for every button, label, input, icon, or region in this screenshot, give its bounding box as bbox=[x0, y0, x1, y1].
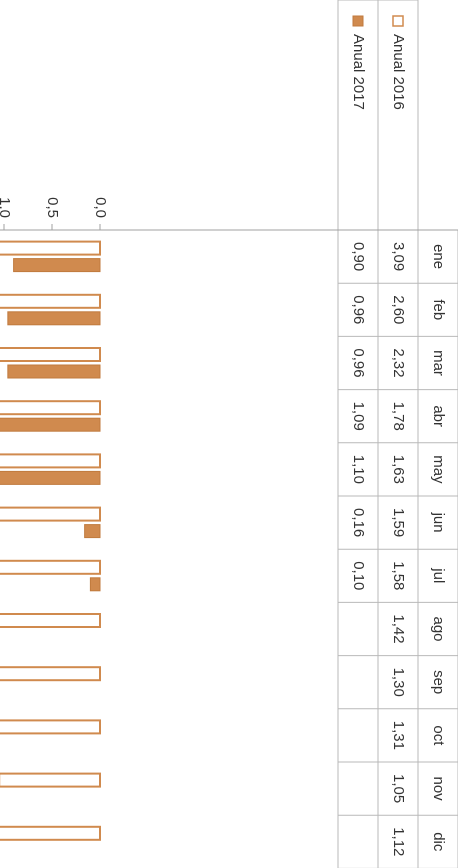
data-table: ene feb mar abr may jun jul ago sep oct nov dic Anua… bbox=[337, 0, 458, 868]
series-label-2017: Anual 2017 bbox=[350, 34, 367, 110]
bar-2017-jul bbox=[89, 577, 101, 592]
data-label-2017-jul: 0,10 bbox=[350, 561, 367, 590]
bar-2016-ene bbox=[0, 240, 101, 256]
value-axis: 0,00,51,01,52,02,53,03,5 bbox=[0, 197, 458, 231]
category-label-jul: jul bbox=[430, 567, 447, 583]
legend-swatch-2017 bbox=[352, 15, 364, 27]
category-label-may: may bbox=[430, 455, 447, 484]
bars bbox=[0, 240, 101, 841]
category-label-feb: feb bbox=[430, 299, 447, 320]
category-label-dic: dic bbox=[430, 832, 447, 852]
category-label-jun: jun bbox=[430, 512, 447, 533]
bar-2017-jun bbox=[84, 524, 101, 539]
data-label-2016-feb: 2,60 bbox=[390, 295, 407, 324]
data-label-2017-feb: 0,96 bbox=[350, 295, 367, 324]
category-label-nov: nov bbox=[430, 777, 447, 802]
data-label-2016-sep: 1,30 bbox=[390, 668, 407, 697]
category-label-abr: abr bbox=[430, 405, 447, 427]
data-label-2016-ago: 1,42 bbox=[390, 614, 407, 643]
bar-2017-mar bbox=[7, 364, 101, 379]
series-label-2016: Anual 2016 bbox=[390, 34, 407, 110]
data-label-2016-jul: 1,58 bbox=[390, 561, 407, 590]
category-label-oct: oct bbox=[430, 725, 447, 746]
data-label-2017-ene: 0,90 bbox=[350, 242, 367, 271]
bar-2016-abr bbox=[0, 400, 101, 416]
data-label-2017-mar: 0,96 bbox=[350, 348, 367, 377]
data-label-2017-jun: 0,16 bbox=[350, 508, 367, 537]
data-label-2016-dic: 1,12 bbox=[390, 827, 407, 856]
data-label-2016-ene: 3,09 bbox=[390, 242, 407, 271]
data-label-2016-jun: 1,59 bbox=[390, 508, 407, 537]
category-label-ene: ene bbox=[430, 244, 447, 269]
bar-2016-ago bbox=[0, 613, 101, 628]
bar-2016-may bbox=[0, 453, 101, 469]
bar-2017-abr bbox=[0, 417, 101, 432]
bar-2016-feb bbox=[0, 293, 101, 309]
category-label-ago: ago bbox=[430, 616, 447, 641]
bar-2016-sep bbox=[0, 666, 101, 682]
bar-2017-feb bbox=[7, 311, 101, 326]
bar-2017-may bbox=[0, 470, 101, 485]
data-label-2017-abr: 1,09 bbox=[350, 402, 367, 431]
bar-2016-mar bbox=[0, 347, 101, 362]
data-label-2016-nov: 1,05 bbox=[390, 774, 407, 803]
y-tick-label: 0,0 bbox=[92, 197, 109, 218]
legend-swatch-2016 bbox=[392, 15, 404, 27]
y-tick-label: 1,0 bbox=[0, 197, 13, 218]
data-label-2016-mar: 2,32 bbox=[390, 348, 407, 377]
data-label-2016-may: 1,63 bbox=[390, 455, 407, 484]
data-label-2017-may: 1,10 bbox=[350, 455, 367, 484]
y-tick-label: 0,5 bbox=[44, 197, 61, 218]
bar-2016-dic bbox=[0, 825, 101, 841]
data-label-2016-oct: 1,31 bbox=[390, 721, 407, 750]
bar-2017-ene bbox=[13, 258, 101, 273]
data-label-2016-abr: 1,78 bbox=[390, 402, 407, 431]
bar-2016-jun bbox=[0, 506, 101, 522]
category-label-sep: sep bbox=[430, 670, 447, 694]
bar-2016-oct bbox=[0, 719, 101, 735]
category-label-mar: mar bbox=[430, 350, 447, 376]
bar-2016-nov bbox=[0, 772, 101, 788]
bar-2016-jul bbox=[0, 559, 101, 575]
